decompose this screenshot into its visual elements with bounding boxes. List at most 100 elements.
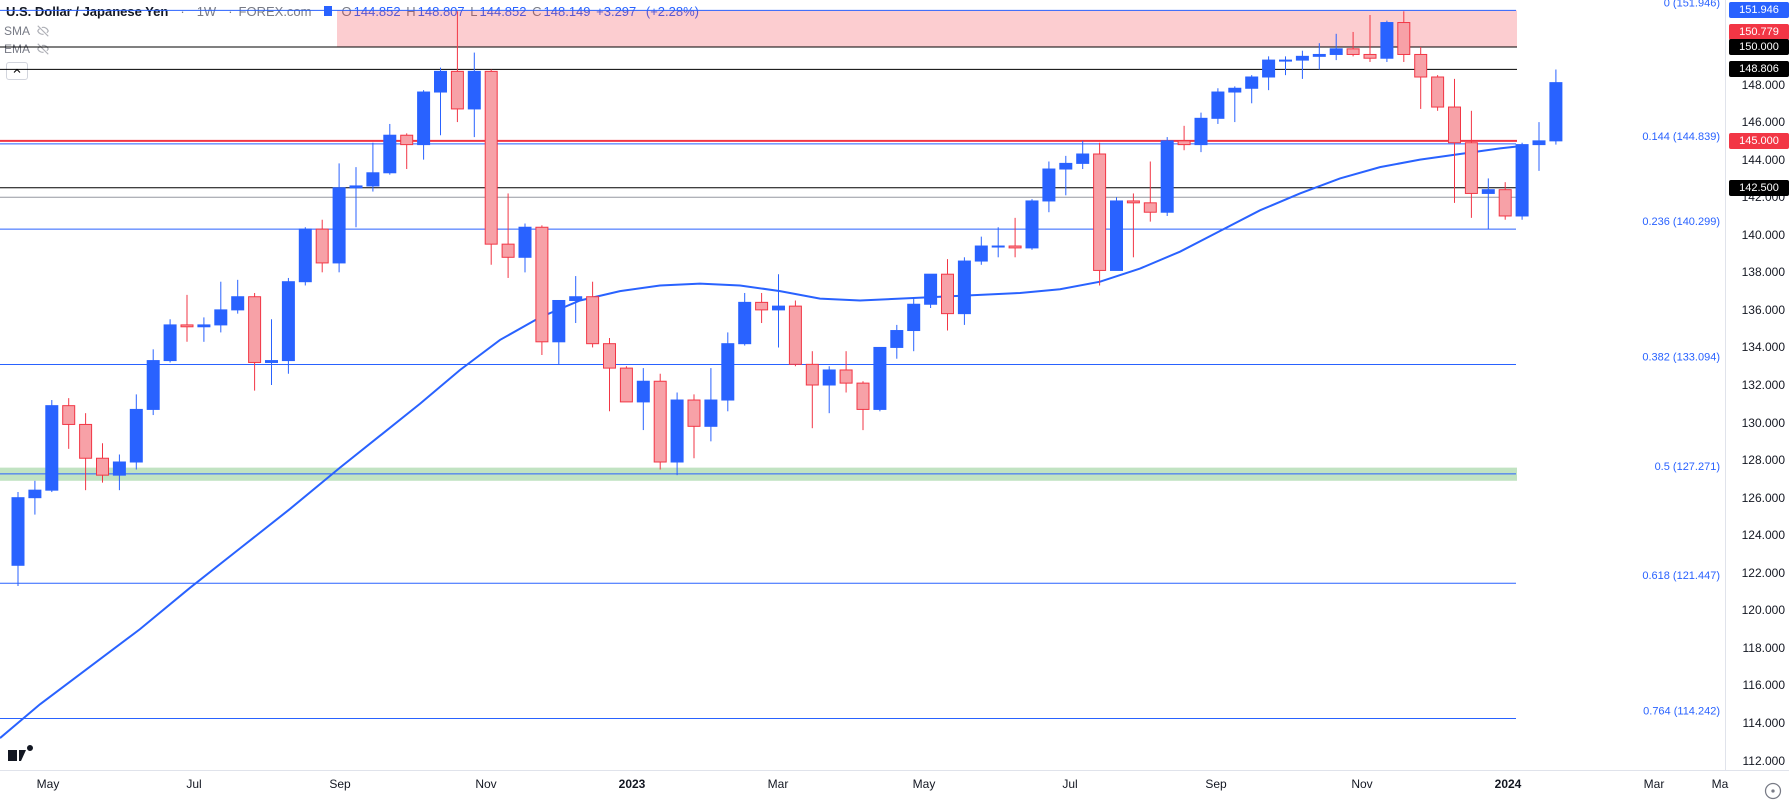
candle-body: [485, 71, 497, 244]
candle-body: [620, 368, 632, 402]
candle-body: [1364, 54, 1376, 58]
candle-body: [1499, 190, 1511, 216]
candle-body: [367, 173, 379, 186]
candle-body: [756, 302, 768, 310]
candle-body: [215, 310, 227, 325]
candle-body: [874, 347, 886, 409]
candle-body: [1280, 60, 1292, 61]
candle-body: [1229, 88, 1241, 92]
candle-body: [97, 458, 109, 475]
candle-body: [992, 246, 1004, 247]
candle-body: [1347, 49, 1359, 55]
candle-body: [1094, 154, 1106, 270]
candle-body: [451, 71, 463, 109]
candle-body: [80, 424, 92, 458]
candle-body: [147, 361, 159, 410]
candle-body: [722, 344, 734, 400]
candle-body: [1313, 54, 1325, 56]
candle-body: [908, 304, 920, 330]
candle-body: [1415, 54, 1427, 77]
price-axis[interactable]: 152.000150.000148.000146.000144.000142.0…: [1725, 0, 1789, 770]
candle-body: [350, 186, 362, 188]
y-tick: 118.000: [1743, 641, 1786, 655]
fib-label: 0.236 (140.299): [1642, 216, 1720, 228]
y-tick: 148.000: [1742, 78, 1785, 92]
candle-body: [1111, 201, 1123, 270]
candle-body: [570, 297, 582, 301]
y-tick: 116.000: [1743, 678, 1786, 692]
candle-body: [857, 383, 869, 409]
candle-body: [1330, 49, 1342, 55]
y-tick: 136.000: [1742, 303, 1785, 317]
candle-body: [587, 297, 599, 344]
candle-body: [1263, 60, 1275, 77]
candle-body: [688, 400, 700, 426]
candle-body: [181, 325, 193, 327]
candle-body: [113, 462, 125, 475]
ma-line: [0, 146, 1517, 738]
x-tick: May: [37, 777, 60, 791]
candle-body: [63, 406, 75, 425]
fib-label: 0.144 (144.839): [1642, 131, 1720, 143]
candle-body: [958, 261, 970, 314]
candle-body: [1296, 56, 1308, 60]
candle-body: [418, 92, 430, 145]
price-label: 151.946: [1729, 2, 1789, 18]
y-tick: 120.000: [1742, 603, 1785, 617]
candle-body: [282, 282, 294, 361]
candle-body: [502, 244, 514, 257]
candle-body: [1246, 77, 1258, 88]
candle-body: [637, 381, 649, 402]
resistance-zone: [337, 10, 1517, 47]
x-tick: 2024: [1495, 777, 1522, 791]
x-tick: Sep: [1205, 777, 1226, 791]
candle-body: [671, 400, 683, 462]
x-tick: May: [913, 777, 936, 791]
candle-body: [46, 406, 58, 491]
candle-body: [12, 498, 24, 566]
candle-body: [435, 71, 447, 92]
candle-body: [806, 364, 818, 385]
candle-body: [705, 400, 717, 426]
y-tick: 132.000: [1742, 378, 1785, 392]
candle-body: [1077, 154, 1089, 163]
fib-label: 0 (151.946): [1664, 0, 1720, 9]
candle-body: [29, 490, 41, 498]
candle-body: [942, 274, 954, 313]
x-tick: Sep: [329, 777, 350, 791]
goto-date-icon[interactable]: [1763, 781, 1783, 801]
candle-body: [1009, 246, 1021, 248]
candle-body: [925, 274, 937, 304]
y-tick: 122.000: [1742, 566, 1785, 580]
x-tick: Mar: [1644, 777, 1665, 791]
candle-body: [1161, 141, 1173, 212]
fib-label: 0.382 (133.094): [1642, 351, 1720, 363]
candle-body: [789, 306, 801, 364]
tradingview-logo: [8, 743, 38, 761]
candle-body: [333, 188, 345, 263]
candle-body: [975, 246, 987, 261]
candle-body: [1026, 201, 1038, 248]
candle-body: [1144, 203, 1156, 212]
candle-body: [1533, 141, 1545, 145]
candle-body: [249, 297, 261, 363]
chart-plot-area[interactable]: 0 (151.946)0.144 (144.839)0.236 (140.299…: [0, 0, 1517, 770]
time-axis[interactable]: MayJulSepNov2023MarMayJulSepNov2024MarMa: [0, 770, 1789, 811]
candle-body: [654, 381, 666, 462]
x-tick: Nov: [475, 777, 496, 791]
y-tick: 140.000: [1742, 228, 1785, 242]
candle-body: [1449, 107, 1461, 143]
candle-body: [1516, 145, 1528, 216]
y-tick: 130.000: [1742, 416, 1785, 430]
x-tick: 2023: [619, 777, 646, 791]
price-label: 145.000: [1729, 133, 1789, 149]
x-tick: Mar: [768, 777, 789, 791]
candle-body: [266, 361, 278, 363]
candle-body: [1212, 92, 1224, 118]
y-tick: 128.000: [1742, 453, 1785, 467]
x-tick: Jul: [186, 777, 201, 791]
price-label: 150.000: [1729, 39, 1789, 55]
y-tick: 146.000: [1742, 115, 1785, 129]
y-tick: 124.000: [1742, 528, 1785, 542]
candle-body: [840, 370, 852, 383]
